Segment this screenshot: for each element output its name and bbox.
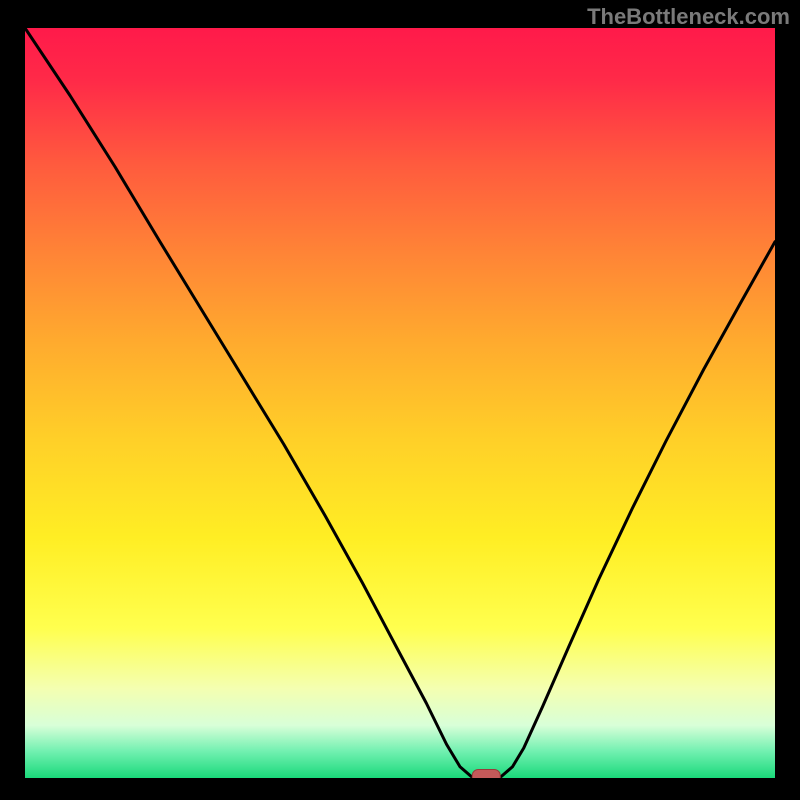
gradient-background: [25, 28, 775, 778]
plot-area: [25, 28, 775, 784]
bottleneck-chart: [0, 0, 800, 800]
chart-container: TheBottleneck.com: [0, 0, 800, 800]
